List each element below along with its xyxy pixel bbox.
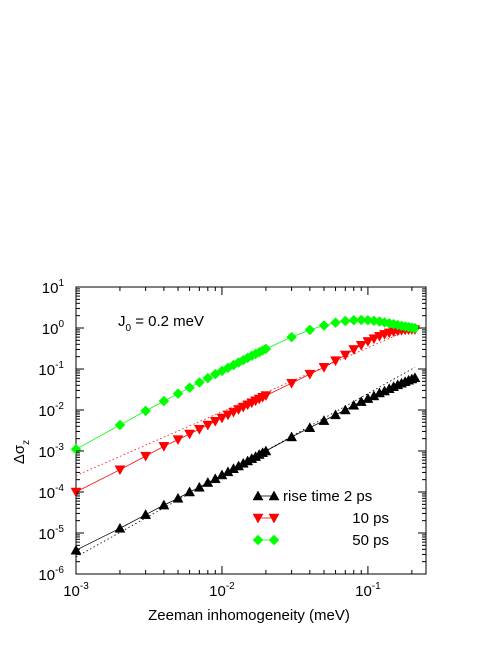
data-point <box>216 413 228 424</box>
data-point <box>286 378 298 389</box>
data-point <box>304 422 316 432</box>
data-point <box>184 382 195 394</box>
legend-label: 10 ps <box>352 510 389 527</box>
data-point <box>222 410 234 421</box>
series-2 <box>70 314 421 455</box>
data-point <box>202 420 214 431</box>
data-point <box>304 324 316 336</box>
data-point <box>362 337 374 347</box>
series-line-1 <box>75 329 415 493</box>
legend-marker <box>252 513 264 524</box>
plot-frame <box>75 286 427 575</box>
legend-marker <box>268 534 280 546</box>
data-point <box>114 419 126 431</box>
data-point <box>368 334 380 345</box>
y-tick-label: 10-6 <box>38 565 64 584</box>
x-tick-label: 10-1 <box>355 581 381 600</box>
x-axis-label: Zeeman inhomogeneity (meV) <box>148 607 350 624</box>
data-point <box>409 322 421 334</box>
data-point <box>140 509 152 519</box>
data-point <box>318 320 330 331</box>
legend-marker <box>252 490 264 501</box>
y-tick-label: 101 <box>42 278 65 297</box>
data-point <box>184 486 196 497</box>
data-point <box>193 481 205 492</box>
data-point <box>330 356 341 367</box>
x-tick-label: 10-3 <box>63 581 89 600</box>
data-point <box>140 405 151 417</box>
data-point <box>348 345 360 355</box>
data-point <box>114 465 126 476</box>
data-point <box>339 404 351 415</box>
annotation-j0: J0 = 0.2 meV <box>118 313 204 334</box>
data-point <box>209 417 221 427</box>
y-tick-label: 10-2 <box>38 401 64 420</box>
data-point <box>409 372 421 383</box>
legend-marker <box>268 490 280 501</box>
data-point <box>114 522 126 533</box>
data-point <box>339 350 351 361</box>
data-point <box>260 391 272 402</box>
data-point <box>339 315 351 327</box>
data-point <box>193 377 205 388</box>
y-tick-label: 10-1 <box>38 360 64 379</box>
legend-entry-0: rise time 2 ps <box>252 488 372 505</box>
data-point <box>260 343 272 355</box>
series-0 <box>70 372 421 555</box>
data-point <box>70 443 82 455</box>
legend-label: rise time 2 ps <box>283 488 372 505</box>
data-point <box>330 317 341 329</box>
data-point <box>348 399 360 410</box>
data-point <box>184 429 196 440</box>
legend-marker <box>252 534 264 546</box>
data-point <box>158 499 170 510</box>
data-point <box>140 451 152 462</box>
data-point <box>304 369 316 380</box>
data-point <box>330 409 341 420</box>
data-point <box>355 340 367 351</box>
series-1 <box>70 325 421 498</box>
data-point <box>318 363 330 373</box>
data-point <box>158 395 170 407</box>
legend-entry-2: 50 ps <box>252 532 389 549</box>
data-point <box>202 372 214 384</box>
y-tick-label: 100 <box>42 319 65 338</box>
data-point <box>348 314 360 326</box>
axes: 10-3 10-2 10-1 10-6 10-5 10-4 10-3 10-2 10-1 100 1… <box>38 278 426 600</box>
data-point <box>286 331 297 343</box>
x-tick-label: 10-2 <box>209 581 235 600</box>
data-point <box>172 388 184 400</box>
y-tick-label: 10-3 <box>38 442 64 461</box>
y-axis-label: Δσz <box>11 440 32 464</box>
data-point <box>172 435 184 446</box>
series-layer <box>70 314 421 555</box>
data-point <box>286 431 298 442</box>
data-point <box>318 415 330 425</box>
data-point <box>158 442 170 452</box>
y-tick-label: 10-4 <box>38 483 64 502</box>
data-point <box>193 424 205 435</box>
legend-marker <box>268 513 280 524</box>
reference-line-0 <box>75 366 416 558</box>
y-tick-label: 10-5 <box>38 524 64 543</box>
data-point <box>260 445 272 456</box>
legend-entry-1: 10 ps <box>252 510 389 527</box>
data-point <box>172 492 184 503</box>
legend-label: 50 ps <box>352 532 389 549</box>
data-point <box>202 477 214 487</box>
legend: rise time 2 ps 10 ps 50 ps <box>252 488 389 549</box>
